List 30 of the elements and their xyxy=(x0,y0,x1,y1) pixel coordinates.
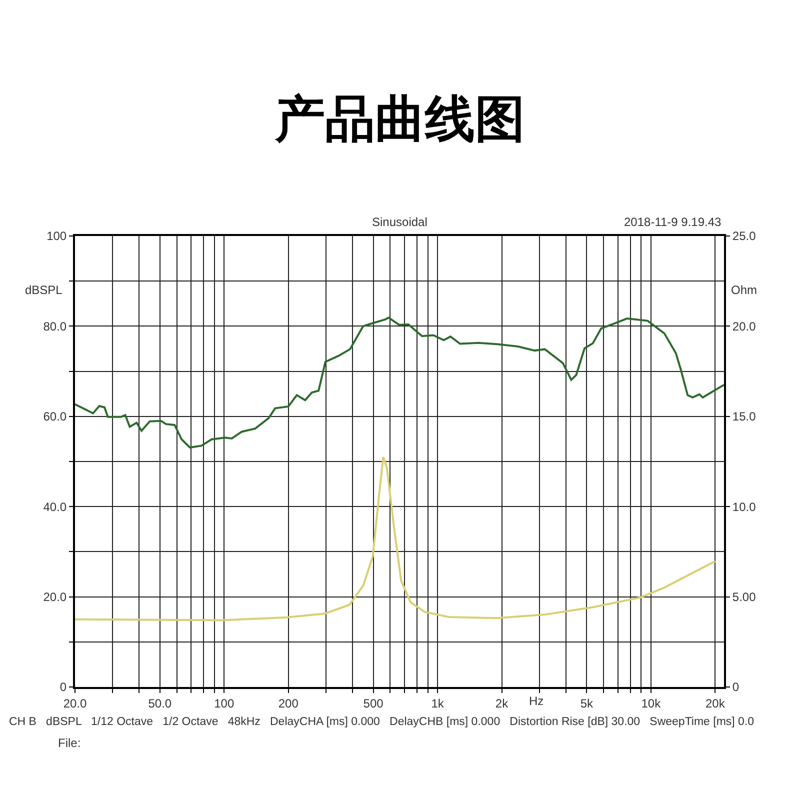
y2-tick-label: 5.00 xyxy=(732,590,756,604)
y-tick-label: 100 xyxy=(46,229,67,244)
chart-title: 产品曲线图 xyxy=(274,90,525,148)
x-tick-label: 20.0 xyxy=(63,696,87,710)
x-tick-label: 1k xyxy=(431,696,445,710)
text: File: xyxy=(58,736,81,750)
y-tick-label: 20.0 xyxy=(43,590,67,604)
y-tick-label: 0 xyxy=(60,680,67,694)
y2-tick-label: 15.0 xyxy=(732,410,756,424)
x-tick-label: 2k xyxy=(495,696,510,710)
x-tick-label: 10k xyxy=(641,696,662,710)
y2-tick-label: 20.0 xyxy=(732,319,756,334)
x-tick-label: 200 xyxy=(278,696,299,710)
y-tick-label: 40.0 xyxy=(43,500,67,514)
x-tick-label: 500 xyxy=(363,696,384,710)
x-tick-label: 20k xyxy=(705,696,726,710)
y-tick-label: 80.0 xyxy=(43,319,67,334)
x-tick-label: 50.0 xyxy=(148,696,172,710)
text: 2018-11-9 9.19.43 xyxy=(624,215,722,229)
y-tick-label: 60.0 xyxy=(43,410,67,424)
y2-axis-title: Ohm xyxy=(731,283,758,297)
chart-subtitle: Sinusoidal xyxy=(372,215,428,229)
x-tick-label: 5k xyxy=(580,696,594,710)
y-axis-title: dBSPL xyxy=(25,283,63,297)
x-axis-title: Hz xyxy=(529,694,544,708)
text: CH B dBSPL 1/12 Octave 1/2 Octave 48kHz DelayCHA [ms] 0.000 DelayCHB [ms] 0.000 Distortion Rise [dB] 30.00 SweepTime [ms] 0.0 xyxy=(9,716,754,728)
y2-tick-label: 0 xyxy=(732,680,740,694)
y2-tick-label: 10.0 xyxy=(732,500,756,514)
y2-tick-label: 25.0 xyxy=(732,229,756,244)
x-tick-label: 100 xyxy=(214,696,234,710)
